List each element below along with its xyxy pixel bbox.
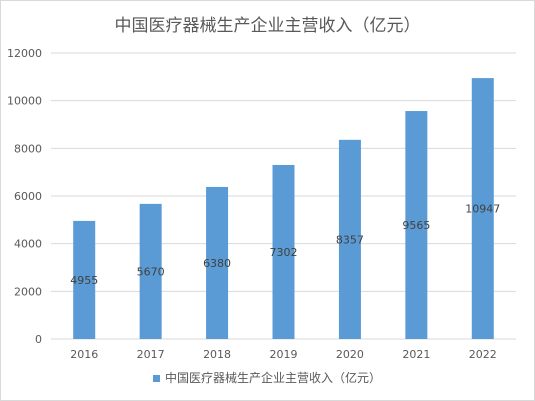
- data-label: 6380: [203, 257, 231, 270]
- y-tick-label: 12000: [7, 47, 42, 60]
- x-tick-label: 2018: [203, 348, 231, 361]
- data-label: 5670: [137, 265, 165, 278]
- y-tick-label: 4000: [14, 238, 42, 251]
- legend-swatch: [153, 375, 160, 382]
- y-tick-label: 8000: [14, 142, 42, 155]
- bar: [206, 186, 229, 339]
- y-tick-label: 10000: [7, 95, 42, 108]
- x-tick-label: 2019: [270, 348, 298, 361]
- x-tick-label: 2020: [336, 348, 364, 361]
- chart-title: 中国医疗器械生产企业主营收入（亿元）: [114, 16, 421, 36]
- bar: [272, 164, 295, 339]
- data-label: 7302: [270, 246, 298, 259]
- data-label: 9565: [402, 219, 430, 232]
- bar: [338, 139, 361, 339]
- bar: [471, 78, 494, 339]
- data-label: 4955: [70, 274, 98, 287]
- x-tick-label: 2017: [137, 348, 165, 361]
- y-tick-label: 2000: [14, 285, 42, 298]
- x-tick-label: 2021: [402, 348, 430, 361]
- x-tick-label: 2016: [70, 348, 98, 361]
- bar: [405, 111, 428, 339]
- bar: [73, 220, 96, 339]
- y-tick-label: 0: [35, 333, 42, 346]
- data-label: 10947: [465, 203, 500, 216]
- bar: [139, 203, 162, 339]
- y-tick-label: 6000: [14, 190, 42, 203]
- x-tick-label: 2022: [469, 348, 497, 361]
- legend-label: 中国医疗器械生产企业主营收入（亿元）: [165, 370, 381, 385]
- data-label: 8357: [336, 233, 364, 246]
